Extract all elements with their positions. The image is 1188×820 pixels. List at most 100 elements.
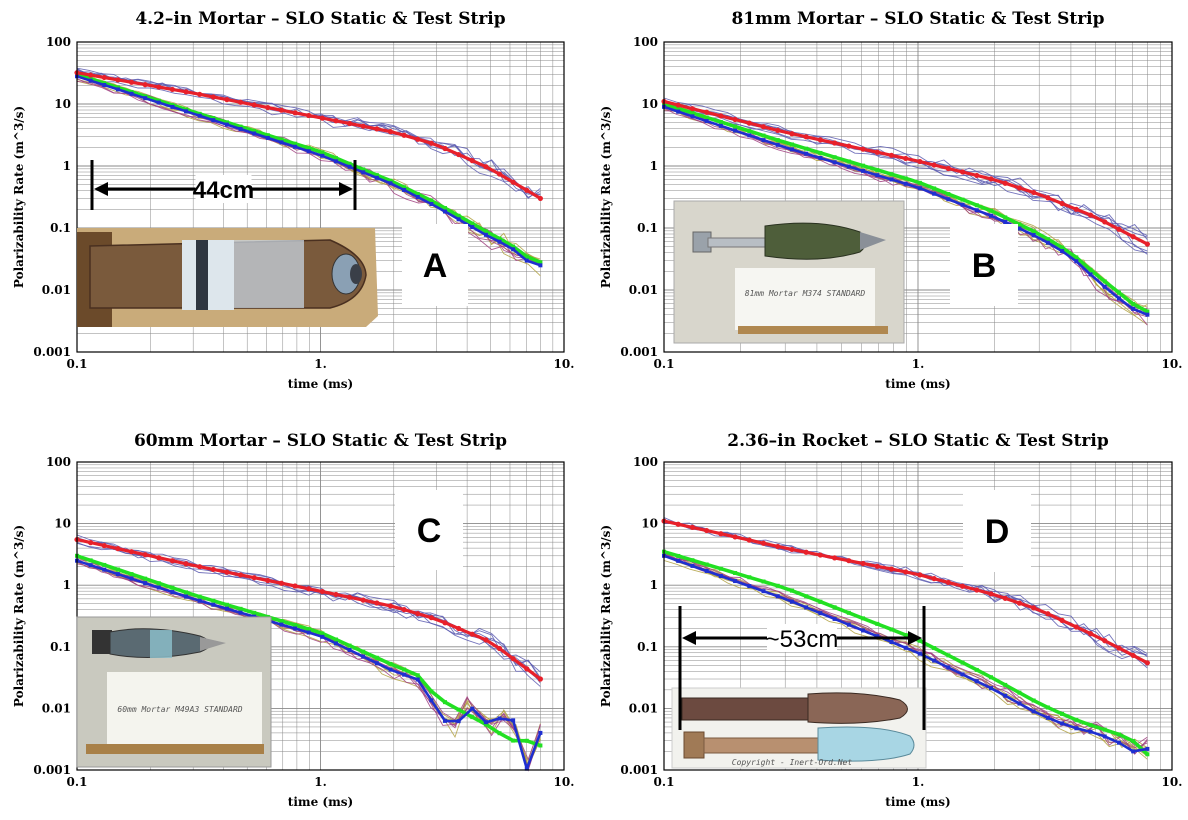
series-point-0 <box>292 110 298 116</box>
photo-paper <box>735 268 875 330</box>
series-point-2 <box>676 553 681 558</box>
series-point-2 <box>718 120 723 125</box>
series-point-1 <box>775 594 780 599</box>
series-point-1 <box>524 766 529 771</box>
rocket-tube-2 <box>703 737 819 754</box>
series-point-2 <box>442 206 447 211</box>
series-point-1 <box>988 686 993 691</box>
series-point-0 <box>524 187 530 193</box>
series-point-0 <box>265 577 271 584</box>
series-point-2 <box>88 558 93 563</box>
series-point-0 <box>251 575 257 581</box>
series-point-1 <box>129 91 134 96</box>
series-point-1 <box>704 568 709 573</box>
series-point-1 <box>538 263 543 268</box>
series-point-0 <box>803 549 809 555</box>
series-point-1 <box>903 645 908 650</box>
mortar-tail <box>707 237 767 248</box>
series-point-2 <box>1102 279 1107 284</box>
plot-frame <box>76 41 565 353</box>
series-point-2 <box>1003 215 1008 220</box>
y-tick-label: 100 <box>633 455 658 469</box>
series-point-0 <box>128 549 135 555</box>
series-point-2 <box>1003 682 1008 687</box>
series-point-0 <box>197 91 203 97</box>
series-point-0 <box>974 587 980 593</box>
rocket-tube-1 <box>681 697 809 721</box>
series-point-2 <box>143 576 148 581</box>
series-point-2 <box>211 116 216 121</box>
series-point-0 <box>496 645 503 652</box>
series-point-0 <box>846 558 852 564</box>
series-point-2 <box>279 137 284 142</box>
series-point-1 <box>846 622 851 627</box>
series-point-2 <box>1074 717 1079 722</box>
series-point-2 <box>789 588 794 593</box>
series-point-2 <box>690 558 695 563</box>
series-point-1 <box>170 590 175 595</box>
chart-panel-B: 81mm Mortar – SLO Static & Test Strip 0.0… <box>599 9 1182 391</box>
series-point-2 <box>846 159 851 164</box>
series-point-1 <box>156 585 161 590</box>
x-tick-label: 0.1 <box>654 775 675 789</box>
series-point-1 <box>818 611 823 616</box>
series-point-2 <box>1131 739 1136 744</box>
series-point-1 <box>704 119 709 124</box>
series-point-0 <box>718 113 724 119</box>
series-point-2 <box>974 203 979 208</box>
series-point-0 <box>732 534 738 540</box>
series-point-0 <box>803 134 809 140</box>
photo-paper-text: 60mm Mortar M49A3 STANDARD <box>117 705 242 714</box>
chart-panel-C: 60mm Mortar – SLO Static & Test Strip 0.0… <box>12 431 574 809</box>
series-point-1 <box>1003 693 1008 698</box>
series-point-0 <box>333 118 339 124</box>
y-tick-label: 0.001 <box>620 763 658 777</box>
series-point-0 <box>704 109 710 115</box>
series-point-0 <box>115 77 121 83</box>
series-point-0 <box>346 594 353 600</box>
series-point-2 <box>252 128 257 133</box>
y-tick-label: 10 <box>641 97 658 111</box>
series-point-0 <box>1130 234 1136 240</box>
series-point-1 <box>1116 740 1121 745</box>
panel-label: B <box>972 247 997 285</box>
chart-title: 81mm Mortar – SLO Static & Test Strip <box>731 9 1104 29</box>
series-point-1 <box>388 181 393 186</box>
series-point-1 <box>974 679 979 684</box>
series-point-1 <box>442 209 447 214</box>
series-point-2 <box>224 120 229 125</box>
series-point-2 <box>456 707 461 712</box>
series-point-1 <box>917 651 922 656</box>
series-point-0 <box>917 572 923 578</box>
series-point-0 <box>888 152 895 158</box>
series-point-0 <box>483 637 489 643</box>
x-tick-label: 0.1 <box>67 357 88 371</box>
series-point-1 <box>102 567 107 572</box>
series-point-1 <box>442 718 447 723</box>
series-point-1 <box>804 605 809 610</box>
series-point-2 <box>102 562 107 567</box>
y-tick-label: 0.1 <box>637 640 658 654</box>
series-point-0 <box>374 600 380 606</box>
series-point-1 <box>832 616 837 621</box>
series-point-1 <box>747 133 752 138</box>
series-point-0 <box>1016 185 1023 191</box>
series-point-0 <box>524 666 530 672</box>
photo-paper-text: 81mm Mortar M374 STANDARD <box>745 289 866 298</box>
photo-caption: Copyright - Inert-Ord.Net <box>732 758 853 767</box>
series-point-2 <box>861 616 866 621</box>
series-point-0 <box>292 583 298 589</box>
series-point-0 <box>224 569 230 575</box>
series-point-1 <box>789 147 794 152</box>
series-point-0 <box>510 179 516 185</box>
series-point-1 <box>932 191 937 196</box>
series-point-2 <box>429 689 434 694</box>
series-point-1 <box>1045 240 1050 245</box>
series-point-1 <box>524 258 529 263</box>
series-point-2 <box>497 236 502 241</box>
chart-title: 2.36–in Rocket – SLO Static & Test Strip <box>727 431 1109 451</box>
series-point-1 <box>903 181 908 186</box>
series-group <box>74 70 544 268</box>
series-point-0 <box>917 158 923 165</box>
series-point-0 <box>428 140 434 146</box>
